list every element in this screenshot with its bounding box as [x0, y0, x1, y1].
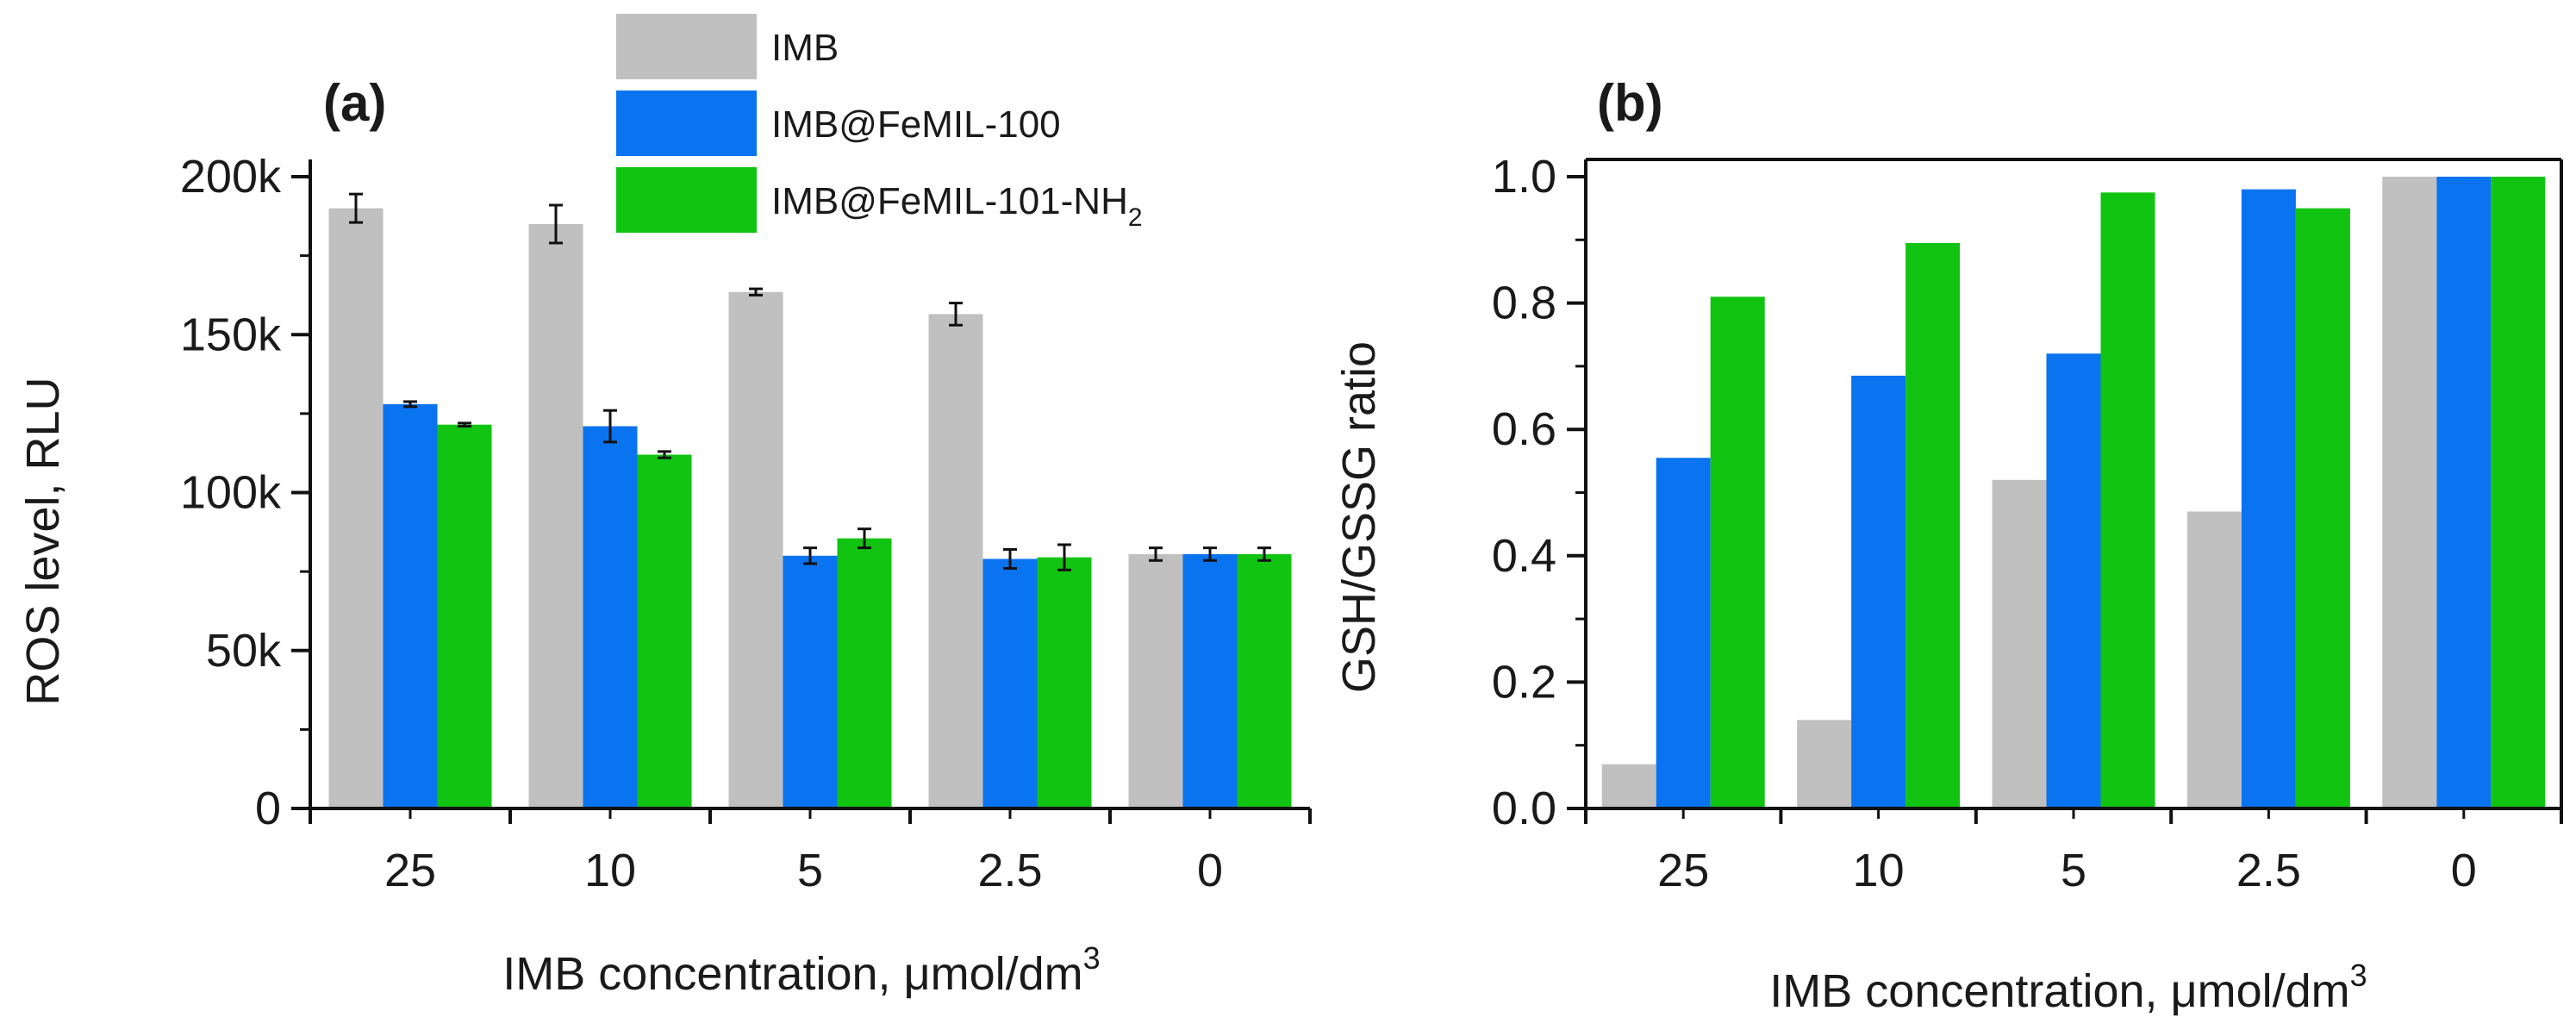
legend-label-femil-100: IMB@FeMIL-100	[771, 103, 1061, 146]
x-tick-label-b-3: 2.5	[2236, 845, 2301, 896]
y-tick-label-a-1: 50k	[206, 625, 282, 677]
bar-a-s1-c3	[982, 559, 1038, 808]
error-bar-a-s1-c3	[1003, 547, 1017, 570]
y-tick-label-a-2: 100k	[180, 467, 282, 519]
error-bar-a-s0-c1	[549, 203, 563, 245]
error-bar-a-s1-c1	[603, 409, 617, 444]
bar-b-s1-c3	[2241, 189, 2296, 808]
y-tick-label-a-4: 200k	[180, 151, 282, 203]
y-tick-label-b-5: 1.0	[1492, 151, 1556, 203]
bar-b-s1-c1	[1851, 375, 1906, 808]
error-bar-a-s2-c1	[658, 450, 671, 459]
bar-b-s0-c1	[1797, 720, 1852, 808]
bar-a-s1-c2	[783, 555, 838, 808]
y-tick-label-b-3: 0.6	[1492, 403, 1556, 455]
x-tick-label-a-3: 2.5	[977, 845, 1042, 896]
y-axis-title-b: GSH/GSSG ratio	[1333, 341, 1385, 693]
bar-b-s1-c0	[1656, 458, 1711, 808]
legend-swatch-femil-101-nh2	[616, 167, 757, 233]
error-bar-a-s2-c0	[458, 421, 471, 428]
bar-b-s0-c4	[2382, 177, 2437, 808]
x-tick-label-a-1: 10	[584, 845, 636, 896]
x-axis-title-b: IMB concentration, μmol/dm3	[1769, 958, 2367, 1017]
bar-b-s0-c2	[1992, 479, 2047, 808]
bar-a-s2-c0	[437, 424, 492, 808]
legend-swatch-imb	[616, 14, 757, 79]
bar-b-s2-c0	[1710, 296, 1765, 808]
panel-a-label: (a)	[323, 74, 386, 132]
plot-area-b: 0.0 0.2 0.4 0.6 0.8 1.0 25 10 5 2.5 0	[1492, 151, 2563, 896]
y-tick-label-b-4: 0.8	[1492, 278, 1556, 329]
error-bar-a-s2-c3	[1057, 543, 1071, 571]
bar-a-s2-c4	[1237, 553, 1292, 808]
error-bar-a-s0-c0	[349, 192, 363, 224]
bar-b-s2-c3	[2295, 208, 2350, 808]
y-tick-label-b-2: 0.4	[1492, 530, 1556, 582]
y-axis-title-a: ROS level, RLU	[17, 377, 69, 705]
plot-area-a: 0 50k 100k 150k 200k 25 10 5 2.5 0	[180, 151, 1312, 896]
bar-b-s1-c2	[2046, 353, 2101, 808]
legend-label-imb: IMB	[771, 27, 839, 69]
bar-a-s2-c1	[637, 454, 692, 808]
legend-label-femil-101-nh2: IMB@FeMIL-101-NH2	[771, 180, 1143, 232]
legend: IMB IMB@FeMIL-100 IMB@FeMIL-101-NH2	[616, 14, 1143, 233]
x-tick-label-b-4: 0	[2451, 845, 2477, 896]
chart-panel-a: (a) 0 50k 100k 150k 200k 25 10 5 2.5 0 ROS level,…	[17, 14, 1312, 1000]
bar-b-s0-c0	[1601, 764, 1656, 808]
x-tick-label-a-2: 5	[797, 845, 823, 896]
bar-b-s2-c4	[2491, 177, 2546, 808]
bar-a-s0-c0	[328, 208, 384, 808]
x-tick-label-b-0: 25	[1657, 845, 1709, 896]
x-tick-label-a-0: 25	[384, 845, 436, 896]
error-bar-a-s2-c4	[1257, 546, 1271, 562]
bar-b-s0-c3	[2186, 511, 2242, 808]
error-bar-a-s2-c2	[858, 527, 871, 550]
x-tick-label-b-2: 5	[2061, 845, 2086, 896]
x-axis-title-a: IMB concentration, μmol/dm3	[502, 940, 1100, 1000]
bar-a-s1-c0	[383, 403, 438, 808]
error-bar-a-s0-c3	[949, 302, 963, 327]
y-tick-label-b-1: 0.2	[1492, 656, 1556, 708]
bar-a-s0-c2	[728, 291, 783, 809]
legend-swatch-femil-100	[616, 90, 757, 156]
x-tick-label-a-4: 0	[1197, 845, 1223, 896]
bar-a-s2-c3	[1037, 557, 1092, 808]
panel-b-label: (b)	[1597, 74, 1663, 132]
y-tick-label-a-3: 150k	[180, 309, 282, 360]
chart-panel-b: (b) 0.0 0.2 0.4 0.6 0.8 1.0 25 10 5 2.5 0 GSH/GSSG…	[1333, 74, 2563, 1017]
bar-a-s1-c4	[1182, 553, 1238, 808]
bar-b-s2-c1	[1905, 242, 1961, 809]
error-bar-a-s1-c4	[1203, 546, 1217, 562]
x-tick-label-b-1: 10	[1853, 845, 1905, 896]
bar-a-s2-c2	[837, 538, 892, 808]
bar-a-s0-c1	[528, 223, 583, 809]
error-bar-a-s0-c4	[1149, 546, 1163, 562]
bar-b-s1-c4	[2436, 177, 2492, 808]
bar-a-s1-c1	[583, 426, 638, 808]
error-bar-a-s0-c2	[749, 287, 763, 296]
y-tick-label-a-0: 0	[255, 783, 281, 834]
error-bar-a-s1-c0	[403, 400, 417, 409]
error-bar-a-s1-c2	[803, 546, 817, 565]
bar-a-s0-c4	[1128, 553, 1183, 808]
bar-b-s2-c2	[2100, 192, 2155, 808]
bar-a-s0-c3	[928, 314, 983, 808]
y-tick-label-b-0: 0.0	[1492, 783, 1556, 834]
